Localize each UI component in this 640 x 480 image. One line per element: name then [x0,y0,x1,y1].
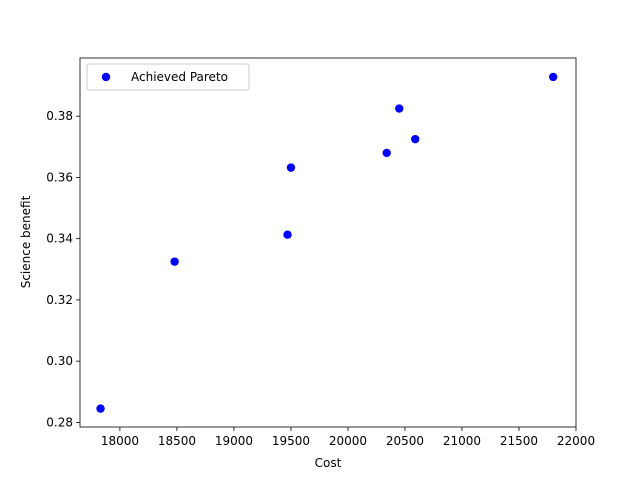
x-tick-label: 21500 [500,434,538,448]
x-tick-label: 19000 [215,434,253,448]
x-tick-label: 19500 [272,434,310,448]
x-tick-label: 20000 [329,434,367,448]
legend-label: Achieved Pareto [131,70,228,84]
data-point [382,148,391,158]
plot-background [80,58,576,427]
y-tick-label: 0.28 [46,415,73,429]
legend-box [86,63,250,91]
data-point [283,230,292,239]
data-point [411,134,420,144]
y-axis-ticks: 0.28 0.30 0.32 0.34 0.36 0.38 [46,109,80,429]
x-tick-label: 21000 [443,434,481,448]
x-tick-label: 20500 [386,434,424,448]
data-points [96,72,558,413]
y-axis-label: Science benefit [19,195,33,288]
data-point [286,163,296,172]
legend-marker [101,72,111,82]
data-point [395,104,404,113]
y-tick-label: 0.36 [46,170,73,184]
y-tick-label: 0.32 [46,293,73,307]
x-tick-label: 18000 [101,434,139,448]
y-tick-label: 0.38 [46,109,73,123]
y-tick-label: 0.30 [46,354,73,368]
x-axis-label: Cost [315,456,342,470]
y-tick-label: 0.34 [46,232,73,246]
data-point [170,257,179,266]
data-point [96,404,105,413]
data-point [548,72,558,82]
x-axis-ticks: 18000 18500 19000 19500 20000 20500 21000 21500… [101,427,595,448]
plot-frame [79,57,577,428]
legend: Achieved Pareto [86,63,250,91]
x-tick-label: 18500 [158,434,196,448]
x-tick-label: 22000 [557,434,595,448]
